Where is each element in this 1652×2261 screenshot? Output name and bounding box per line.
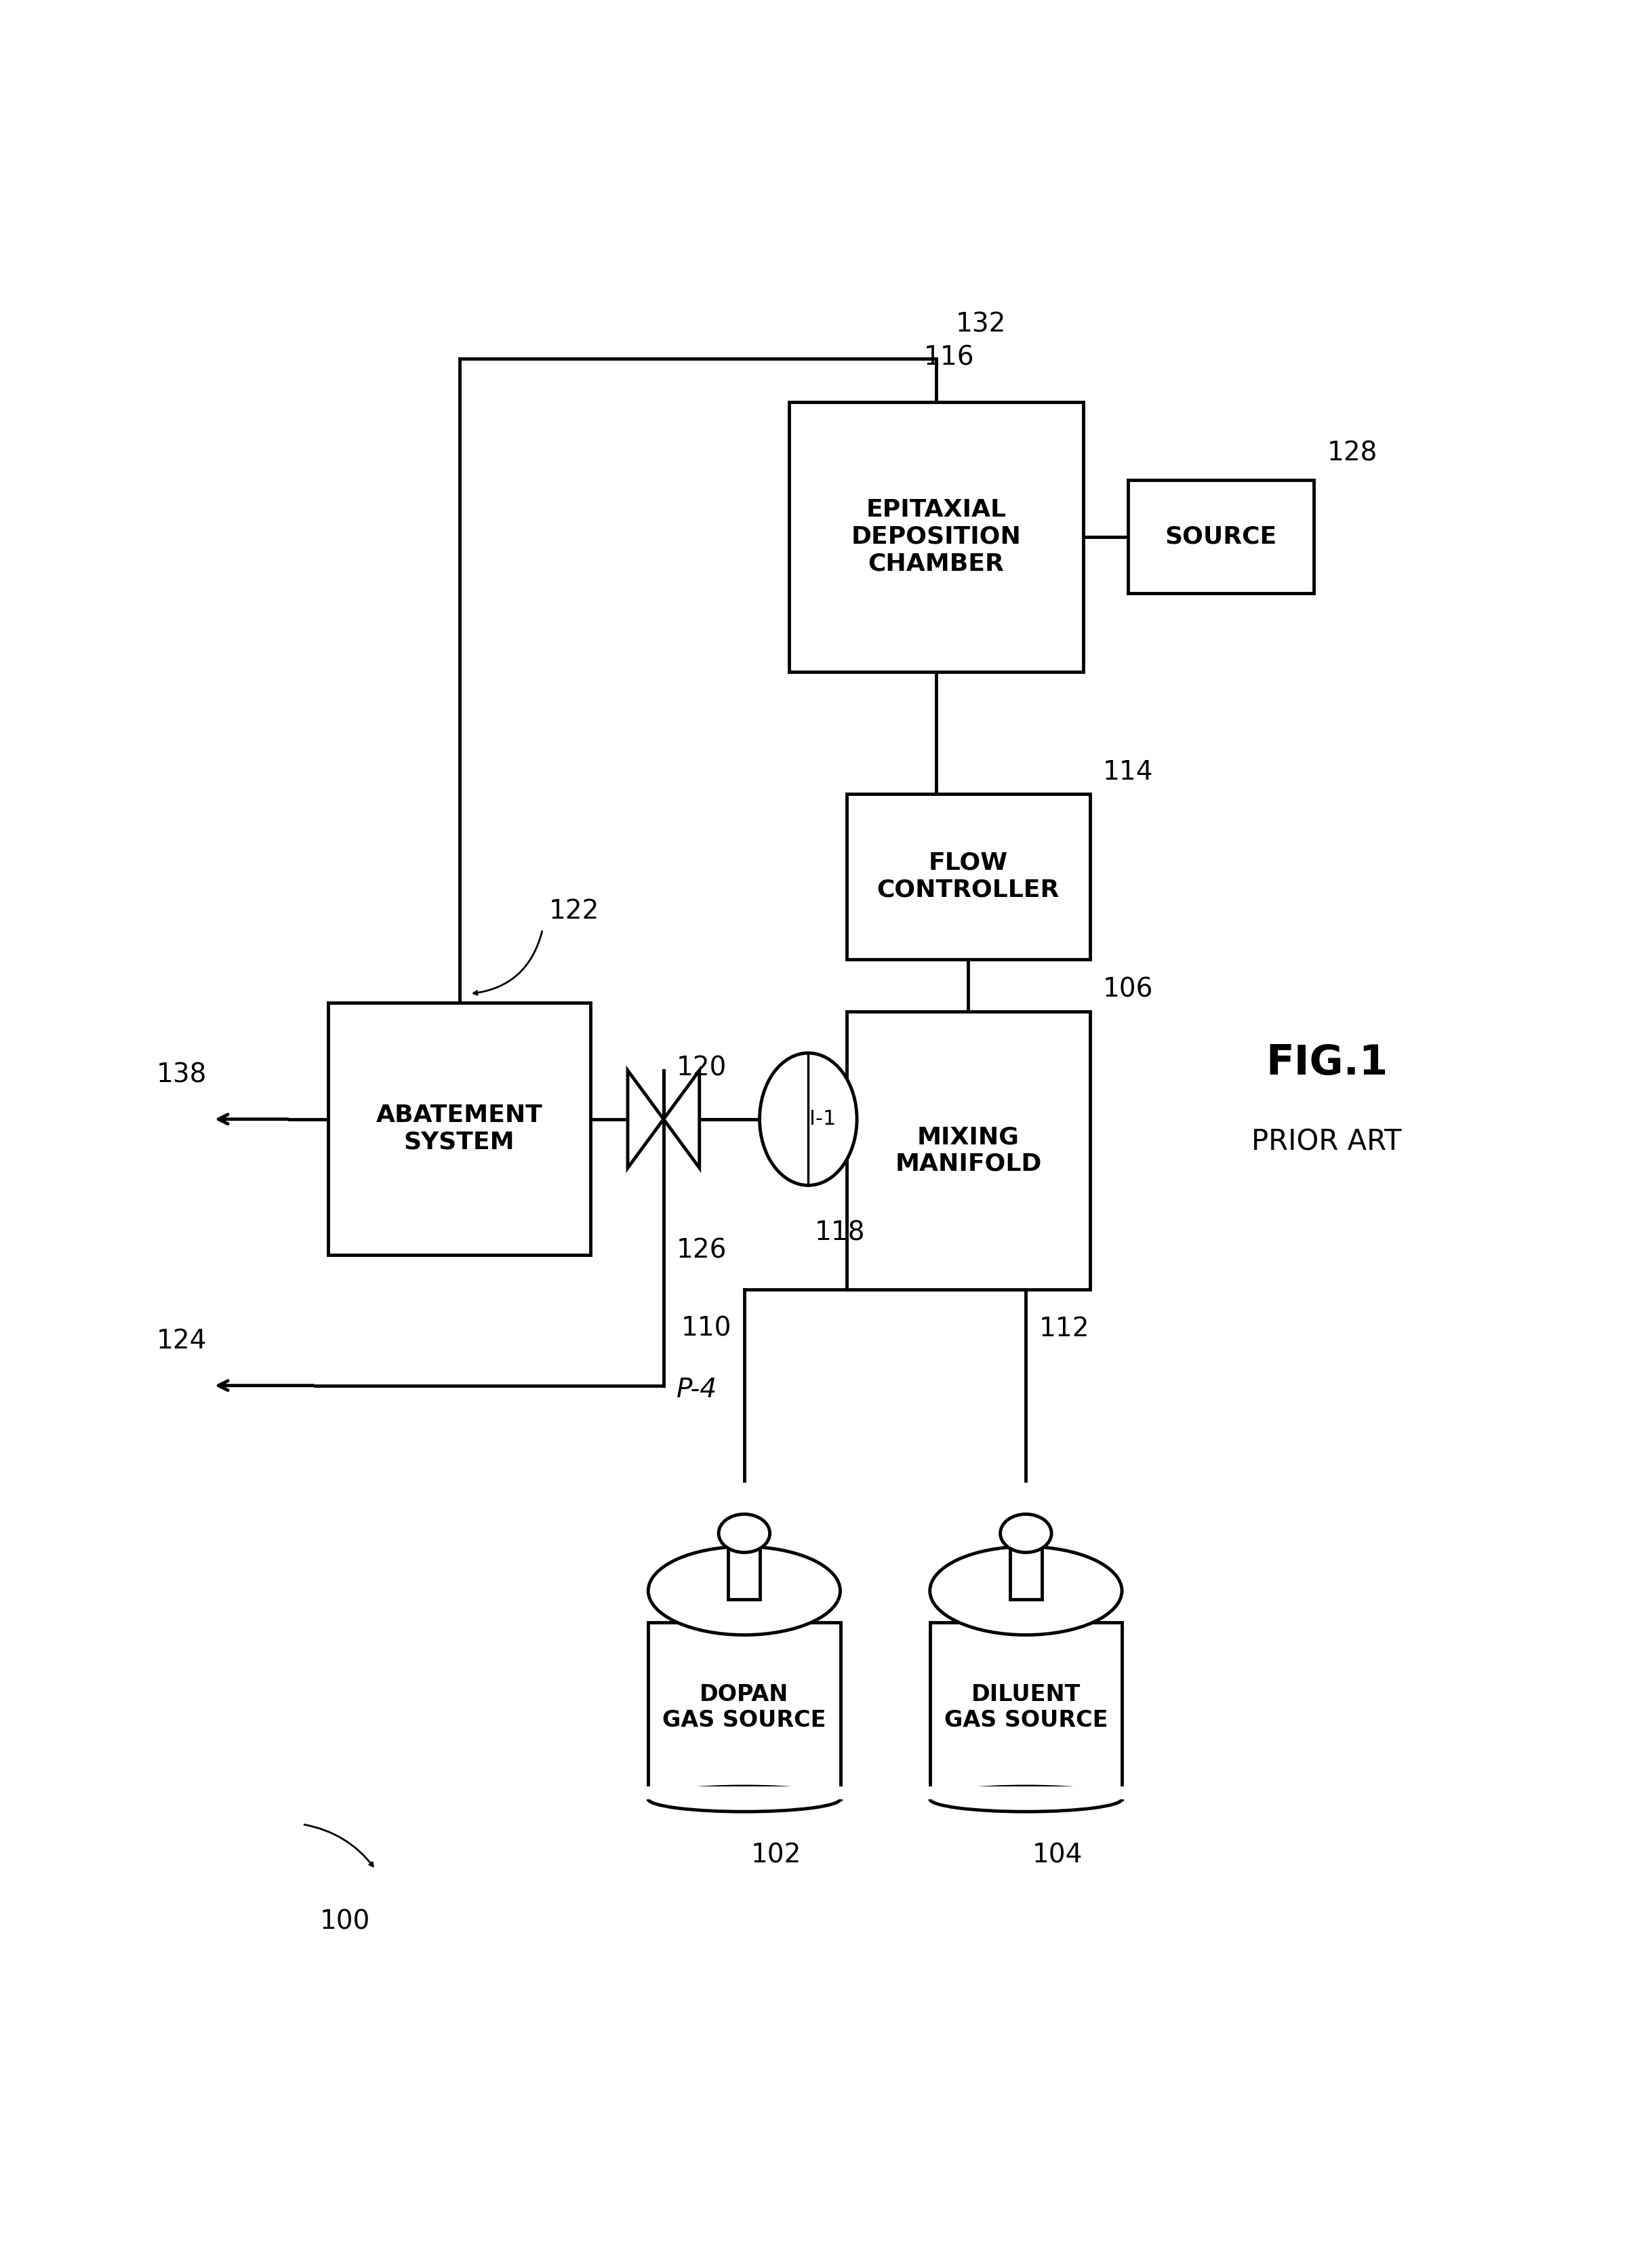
Ellipse shape: [930, 1547, 1122, 1635]
Text: 114: 114: [1104, 760, 1153, 785]
Text: I-1: I-1: [809, 1110, 836, 1128]
Circle shape: [760, 1054, 857, 1185]
Text: 128: 128: [1327, 441, 1378, 466]
Bar: [1009, 1533, 1042, 1599]
Bar: [641, 1786, 847, 1800]
Text: DILUENT
GAS SOURCE: DILUENT GAS SOURCE: [943, 1684, 1108, 1732]
Text: 104: 104: [1032, 1843, 1082, 1868]
Text: FLOW
CONTROLLER: FLOW CONTROLLER: [877, 852, 1059, 902]
Ellipse shape: [648, 1547, 841, 1635]
Text: 126: 126: [676, 1237, 727, 1264]
Text: 116: 116: [923, 344, 975, 371]
Bar: [847, 794, 1090, 959]
Bar: [790, 402, 1084, 672]
Text: 138: 138: [155, 1063, 206, 1088]
Text: 102: 102: [750, 1843, 801, 1868]
Bar: [923, 1786, 1128, 1800]
Text: 120: 120: [676, 1056, 727, 1081]
Polygon shape: [628, 1069, 664, 1169]
Text: SOURCE: SOURCE: [1165, 525, 1277, 549]
Text: 112: 112: [1039, 1316, 1089, 1341]
Text: P-4: P-4: [676, 1377, 717, 1402]
Text: DOPAN
GAS SOURCE: DOPAN GAS SOURCE: [662, 1684, 826, 1732]
Ellipse shape: [930, 1786, 1122, 1811]
Text: 124: 124: [155, 1329, 206, 1354]
Text: MIXING
MANIFOLD: MIXING MANIFOLD: [895, 1126, 1042, 1176]
Text: PRIOR ART: PRIOR ART: [1252, 1128, 1403, 1155]
Bar: [648, 1623, 841, 1800]
Text: 100: 100: [319, 1908, 370, 1935]
Text: 108: 108: [783, 1110, 834, 1135]
Polygon shape: [664, 1069, 699, 1169]
Text: FIG.1: FIG.1: [1265, 1045, 1388, 1083]
Text: 118: 118: [814, 1221, 866, 1246]
Text: ABATEMENT
SYSTEM: ABATEMENT SYSTEM: [377, 1103, 544, 1153]
Ellipse shape: [1001, 1515, 1052, 1553]
Bar: [729, 1533, 760, 1599]
Ellipse shape: [648, 1786, 841, 1811]
Bar: [930, 1623, 1122, 1800]
Bar: [329, 1002, 591, 1255]
Text: 132: 132: [955, 312, 1006, 337]
Text: EPITAXIAL
DEPOSITION
CHAMBER: EPITAXIAL DEPOSITION CHAMBER: [851, 500, 1021, 574]
Bar: [1128, 479, 1313, 592]
Text: 122: 122: [548, 898, 600, 925]
Bar: [847, 1011, 1090, 1289]
Text: 110: 110: [681, 1316, 732, 1341]
Text: 106: 106: [1104, 977, 1153, 1002]
Ellipse shape: [719, 1515, 770, 1553]
